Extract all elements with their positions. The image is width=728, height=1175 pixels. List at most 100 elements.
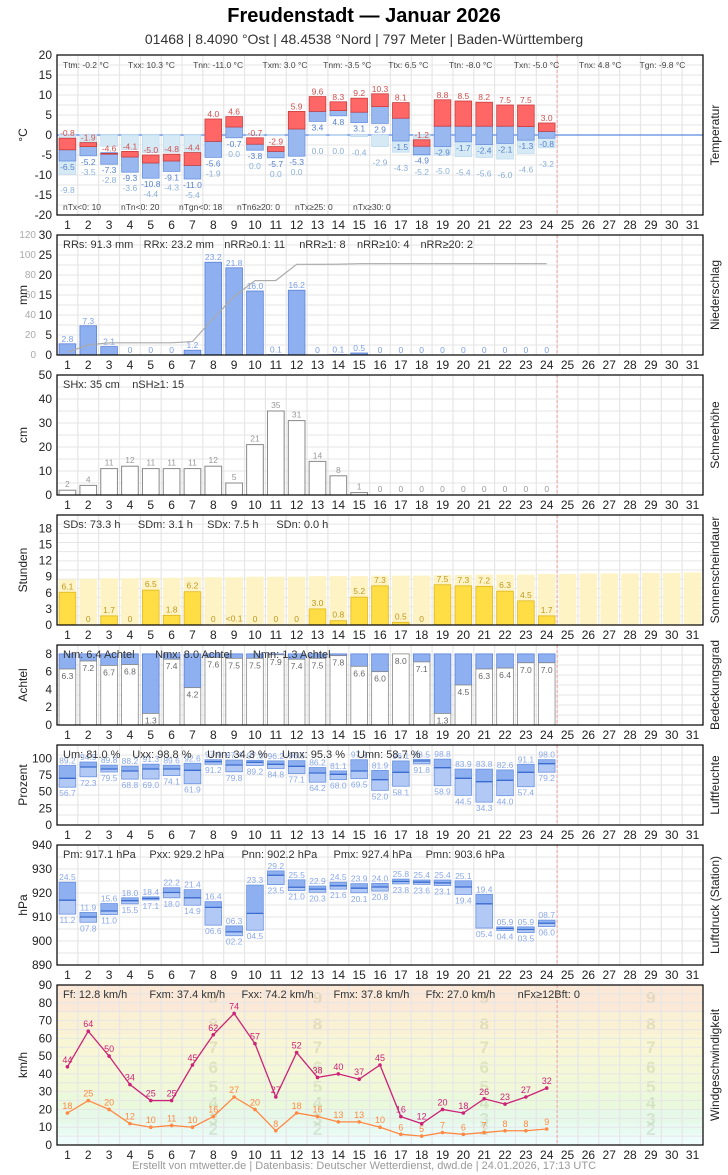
svg-text:94.5: 94.5 [80, 752, 97, 762]
svg-text:61.9: 61.9 [184, 785, 201, 795]
svg-text:7.0: 7.0 [520, 665, 532, 675]
svg-text:5: 5 [45, 328, 52, 342]
svg-text:7.5: 7.5 [499, 95, 511, 105]
svg-text:3: 3 [106, 358, 113, 372]
svg-text:28: 28 [623, 218, 637, 232]
svg-text:6: 6 [45, 665, 52, 679]
svg-text:3: 3 [106, 628, 113, 642]
svg-text:8.1: 8.1 [395, 93, 407, 103]
svg-text:nRR≥10: 4: nRR≥10: 4 [357, 239, 410, 251]
svg-text:1.3: 1.3 [145, 715, 157, 725]
svg-text:24: 24 [540, 1148, 554, 1162]
svg-text:20: 20 [25, 330, 37, 341]
svg-text:18.0: 18.0 [163, 899, 180, 909]
svg-text:97.9: 97.9 [351, 750, 368, 760]
svg-text:12: 12 [290, 218, 304, 232]
svg-text:7: 7 [189, 1148, 196, 1162]
svg-text:27: 27 [603, 218, 617, 232]
cloud_cover-chart: 6.3 7.2 6.7 6.8 1.3 7.4 4.2 7.6 7.5 7.5 7.9 7.4 7.5 7… [16, 640, 722, 742]
svg-text:23: 23 [500, 1092, 510, 1102]
svg-text:26: 26 [582, 828, 596, 842]
svg-text:74: 74 [229, 1001, 239, 1011]
svg-text:8: 8 [273, 1119, 278, 1129]
svg-text:25.8: 25.8 [393, 869, 410, 879]
svg-text:0: 0 [45, 818, 52, 832]
svg-text:14.9: 14.9 [184, 906, 201, 916]
svg-text:Pm: 917.1 hPa: Pm: 917.1 hPa [63, 849, 137, 861]
svg-text:6: 6 [646, 1058, 655, 1077]
svg-text:20: 20 [39, 1102, 53, 1116]
svg-text:7.3: 7.3 [82, 316, 94, 326]
svg-text:4: 4 [127, 628, 134, 642]
svg-text:7.5: 7.5 [312, 660, 324, 670]
svg-text:10: 10 [39, 308, 53, 322]
svg-text:-1.5: -1.5 [394, 142, 409, 152]
svg-text:-1.2: -1.2 [414, 130, 429, 140]
svg-text:0: 0 [315, 345, 320, 355]
svg-text:20: 20 [104, 1097, 114, 1107]
svg-text:98.0: 98.0 [538, 750, 555, 760]
svg-text:23.2: 23.2 [205, 252, 222, 262]
svg-text:11: 11 [270, 968, 283, 982]
svg-text:12: 12 [290, 968, 304, 982]
svg-text:-9.1: -9.1 [164, 172, 179, 182]
svg-text:Pxx: 929.2 hPa: Pxx: 929.2 hPa [149, 849, 224, 861]
svg-text:16.2: 16.2 [288, 280, 305, 290]
svg-text:7.4: 7.4 [166, 661, 178, 671]
svg-text:15: 15 [39, 68, 53, 82]
svg-text:nTn6≥20: 0: nTn6≥20: 0 [237, 202, 280, 212]
svg-text:25: 25 [167, 1089, 177, 1099]
svg-text:-4.3: -4.3 [394, 163, 409, 173]
svg-text:23: 23 [519, 358, 533, 372]
svg-text:0: 0 [45, 348, 52, 362]
snow-ylabel: cm [16, 427, 30, 443]
svg-text:-3.6: -3.6 [123, 183, 138, 193]
svg-text:4: 4 [127, 498, 134, 512]
svg-text:0.5: 0.5 [353, 343, 365, 353]
svg-text:29: 29 [644, 828, 658, 842]
svg-text:8: 8 [210, 968, 217, 982]
svg-text:0: 0 [524, 345, 529, 355]
svg-text:13: 13 [311, 1148, 325, 1162]
svg-text:86.2: 86.2 [309, 758, 326, 768]
svg-text:7.5: 7.5 [228, 660, 240, 670]
svg-text:Umn: 58.7 %: Umn: 58.7 % [357, 749, 421, 761]
svg-text:9: 9 [313, 988, 322, 1007]
svg-text:81.1: 81.1 [330, 761, 347, 771]
svg-text:6: 6 [398, 1122, 403, 1132]
svg-text:28: 28 [623, 358, 637, 372]
svg-text:10.3: 10.3 [372, 84, 389, 94]
svg-text:8.8: 8.8 [437, 90, 449, 100]
svg-text:0: 0 [419, 614, 424, 624]
svg-text:Pmn: 903.6 hPa: Pmn: 903.6 hPa [426, 849, 506, 861]
svg-text:0: 0 [45, 488, 52, 502]
svg-text:7.4: 7.4 [291, 661, 303, 671]
svg-text:-6.5: -6.5 [60, 162, 75, 172]
svg-text:4: 4 [45, 682, 52, 696]
page-title: Freudenstadt — Januar 2026 [227, 5, 501, 27]
svg-text:04.5: 04.5 [247, 931, 264, 941]
svg-text:Ttm: -0.2 °C: Ttm: -0.2 °C [63, 60, 109, 70]
svg-text:14: 14 [332, 498, 346, 512]
svg-text:26: 26 [582, 218, 596, 232]
svg-text:4: 4 [209, 1093, 219, 1112]
svg-text:15: 15 [39, 288, 53, 302]
svg-text:Tgn: -9.8 °C: Tgn: -9.8 °C [640, 60, 686, 70]
svg-text:0: 0 [378, 345, 383, 355]
svg-text:0.8: 0.8 [332, 610, 344, 620]
svg-text:5: 5 [646, 1077, 655, 1096]
svg-text:16: 16 [373, 968, 387, 982]
svg-text:22.9: 22.9 [309, 876, 326, 886]
svg-text:97.4: 97.4 [226, 750, 243, 760]
svg-text:03.5: 03.5 [518, 934, 535, 944]
svg-text:1.8: 1.8 [166, 604, 178, 614]
svg-text:Txx: 10.3 °C: Txx: 10.3 °C [128, 60, 175, 70]
svg-text:4.5: 4.5 [520, 590, 532, 600]
svg-text:-4.4: -4.4 [143, 189, 158, 199]
svg-text:06.0: 06.0 [538, 928, 555, 938]
svg-text:10: 10 [248, 498, 262, 512]
svg-text:nTgn<0: 18: nTgn<0: 18 [179, 202, 223, 212]
svg-text:4: 4 [127, 728, 134, 742]
svg-text:83.9: 83.9 [455, 759, 472, 769]
svg-text:97.0: 97.0 [247, 750, 264, 760]
